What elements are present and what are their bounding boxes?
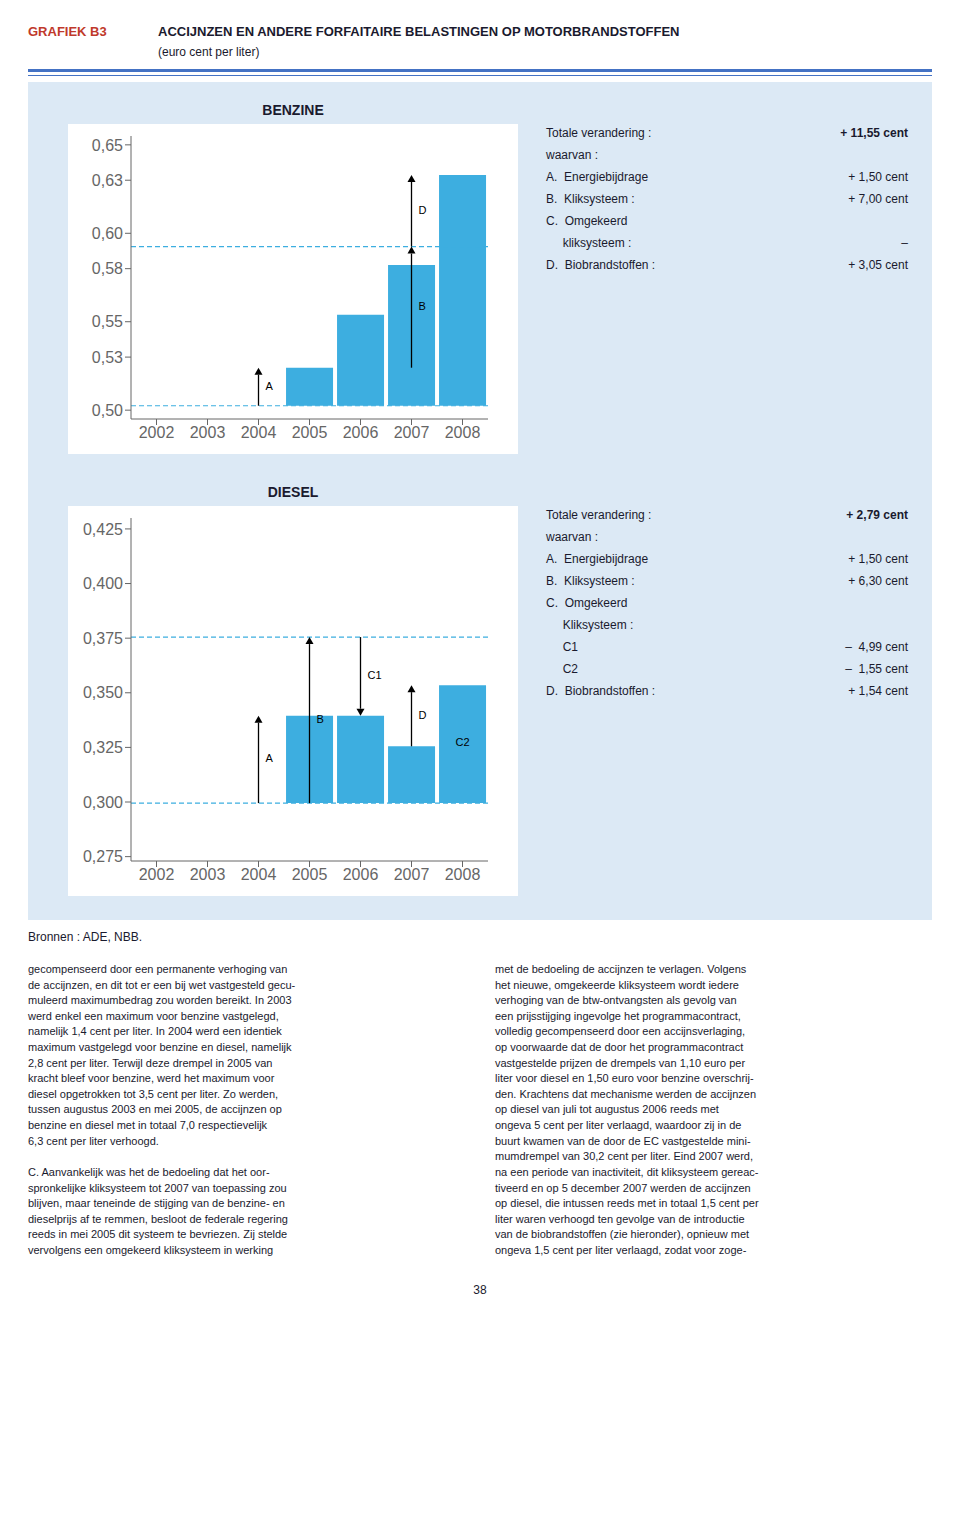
html-text:+ 1,54 cent: + 1,54 cent xyxy=(848,684,908,698)
svg-text:0,63: 0,63 xyxy=(92,172,123,189)
html-text:(euro cent per liter): (euro cent per liter) xyxy=(158,45,260,59)
html-text:C. Omgekeerd: C. Omgekeerd xyxy=(546,596,628,610)
svg-text:2004: 2004 xyxy=(241,424,277,441)
html-text:C. Omgekeerd: C. Omgekeerd xyxy=(546,214,628,228)
svg-text:0,58: 0,58 xyxy=(92,260,123,277)
svg-text:B: B xyxy=(317,713,324,725)
svg-text:0,350: 0,350 xyxy=(83,684,123,701)
svg-text:0,53: 0,53 xyxy=(92,349,123,366)
html-text:D. Biobrandstoffen :: D. Biobrandstoffen : xyxy=(546,684,656,698)
svg-text:2006: 2006 xyxy=(343,424,379,441)
svg-text:2005: 2005 xyxy=(292,866,328,883)
html-text:waarvan :: waarvan : xyxy=(546,148,598,162)
svg-text:C2: C2 xyxy=(455,736,469,748)
svg-text:0,55: 0,55 xyxy=(92,313,123,330)
svg-text:A: A xyxy=(266,752,274,764)
html-text:Kliksysteem :: Kliksysteem : xyxy=(546,618,634,632)
html-text:C1: C1 xyxy=(546,640,578,654)
html-text:kliksysteem :: kliksysteem : xyxy=(546,236,632,250)
svg-text:2008: 2008 xyxy=(445,866,481,883)
html-text:Totale verandering :: Totale verandering : xyxy=(546,126,652,140)
html-text:+ 1,50 cent: + 1,50 cent xyxy=(848,552,908,566)
svg-text:2008: 2008 xyxy=(445,424,481,441)
html-text:+ 7,00 cent: + 7,00 cent xyxy=(848,192,908,206)
svg-text:0,425: 0,425 xyxy=(83,521,123,538)
svg-text:2002: 2002 xyxy=(139,866,175,883)
svg-text:0,50: 0,50 xyxy=(92,402,123,419)
svg-text:0,60: 0,60 xyxy=(92,225,123,242)
html-text:waarvan :: waarvan : xyxy=(546,530,598,544)
svg-text:0,325: 0,325 xyxy=(83,739,123,756)
html-text:gecompenseerd door een permane: gecompenseerd door een permanente verhog… xyxy=(28,963,296,1256)
svg-text:D: D xyxy=(419,204,427,216)
html-text:ACCIJNZEN EN ANDERE FORFAITAIR: ACCIJNZEN EN ANDERE FORFAITAIRE BELASTIN… xyxy=(158,24,680,39)
svg-text:0,400: 0,400 xyxy=(83,575,123,592)
html-text:B. Kliksysteem :: B. Kliksysteem : xyxy=(546,574,635,588)
html-text:met de bedoeling de accijnzen: met de bedoeling de accijnzen te verlage… xyxy=(495,963,759,1256)
svg-text:2007: 2007 xyxy=(394,866,430,883)
svg-text:2003: 2003 xyxy=(190,866,226,883)
svg-text:2003: 2003 xyxy=(190,424,226,441)
html-text:– 4,99 cent: – 4,99 cent xyxy=(845,640,908,654)
svg-text:0,65: 0,65 xyxy=(92,137,123,154)
html-text:BENZINE: BENZINE xyxy=(262,102,324,118)
svg-text:2007: 2007 xyxy=(394,424,430,441)
svg-text:B: B xyxy=(419,300,426,312)
svg-text:0,300: 0,300 xyxy=(83,794,123,811)
html-text:A. Energiebijdrage: A. Energiebijdrage xyxy=(546,552,649,566)
html-text:+ 3,05 cent: + 3,05 cent xyxy=(848,258,908,272)
html-text:D. Biobrandstoffen :: D. Biobrandstoffen : xyxy=(546,258,656,272)
svg-text:2005: 2005 xyxy=(292,424,328,441)
svg-text:2004: 2004 xyxy=(241,866,277,883)
html-text:B. Kliksysteem :: B. Kliksysteem : xyxy=(546,192,635,206)
svg-text:2006: 2006 xyxy=(343,866,379,883)
svg-text:C1: C1 xyxy=(368,669,382,681)
html-text:GRAFIEK B3: GRAFIEK B3 xyxy=(28,24,107,39)
html-text:+ 2,79 cent: + 2,79 cent xyxy=(846,508,908,522)
html-text:A. Energiebijdrage: A. Energiebijdrage xyxy=(546,170,649,184)
html-text:+ 1,50 cent: + 1,50 cent xyxy=(848,170,908,184)
html-text:Bronnen : ADE, NBB.: Bronnen : ADE, NBB. xyxy=(28,930,143,944)
html-text:C2: C2 xyxy=(546,662,578,676)
html-text:38: 38 xyxy=(473,1282,487,1297)
html-text:– 1,55 cent: – 1,55 cent xyxy=(845,662,908,676)
html-text:+ 6,30 cent: + 6,30 cent xyxy=(848,574,908,588)
html-text:+ 11,55 cent: + 11,55 cent xyxy=(840,126,908,140)
svg-text:0,275: 0,275 xyxy=(83,848,123,865)
svg-text:2002: 2002 xyxy=(139,424,175,441)
html-text:Totale verandering :: Totale verandering : xyxy=(546,508,652,522)
svg-text:D: D xyxy=(419,709,427,721)
html-text:DIESEL: DIESEL xyxy=(267,484,319,500)
svg-text:A: A xyxy=(266,380,274,392)
svg-text:0,375: 0,375 xyxy=(83,630,123,647)
